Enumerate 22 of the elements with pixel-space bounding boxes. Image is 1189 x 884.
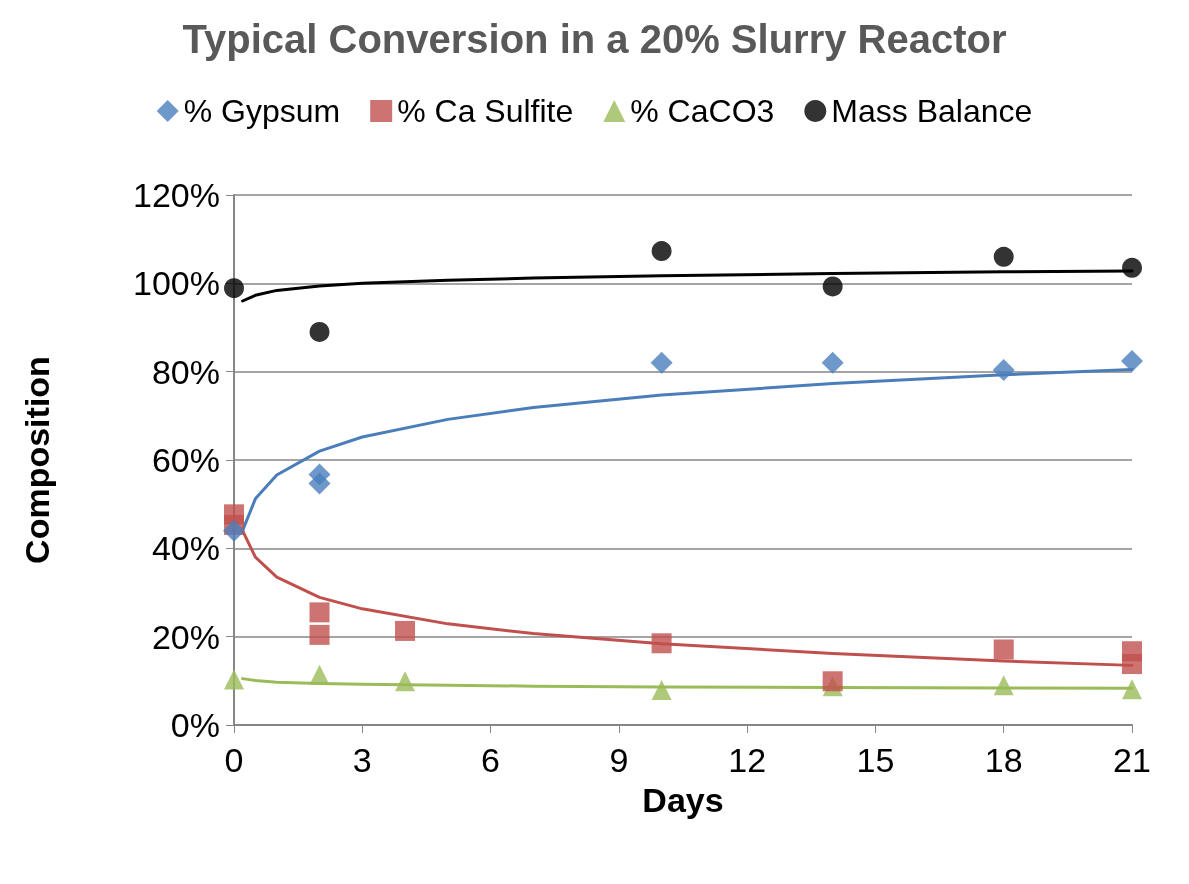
legend-label: Mass Balance [831, 93, 1033, 129]
y-tick-label: 0% [170, 706, 220, 744]
x-tick-label: 12 [728, 741, 767, 779]
x-tick-label: 0 [224, 741, 244, 779]
x-tick-label: 21 [1113, 741, 1151, 779]
x-tick-label: 15 [856, 741, 895, 779]
x-axis-title: Days [642, 781, 724, 819]
x-tick-label: 9 [609, 741, 629, 779]
legend-label: % Ca Sulfite [397, 93, 574, 129]
legend-label: % Gypsum [183, 93, 341, 129]
chart-title: Typical Conversion in a 20% Slurry Reactor [182, 17, 1007, 61]
y-tick-label: 100% [133, 264, 220, 303]
y-axis-title: Composition [18, 356, 56, 564]
x-tick-label: 18 [984, 741, 1023, 779]
y-tick-label: 80% [151, 352, 220, 391]
y-tick-label: 40% [151, 529, 220, 568]
y-tick-label: 20% [151, 617, 220, 656]
y-tick-label: 120% [133, 176, 220, 214]
legend-label: % CaCO3 [630, 93, 775, 129]
x-tick-label: 3 [352, 741, 372, 779]
y-tick-label: 60% [151, 441, 220, 479]
x-tick-label: 6 [481, 741, 501, 779]
